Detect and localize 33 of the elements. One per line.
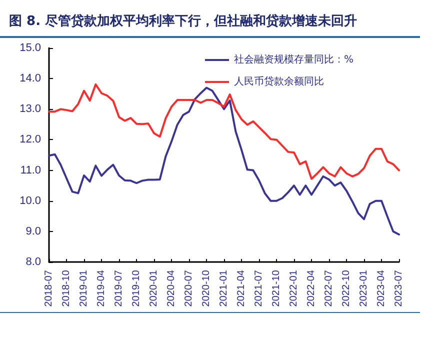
y-tick-label: 9.0	[26, 225, 41, 238]
x-tick-label: 2018-07	[44, 270, 54, 307]
x-tick-label: 2023-01	[358, 270, 370, 307]
x-tick-label: 2018-10	[61, 270, 72, 307]
y-tick-label: 13.0	[20, 103, 41, 116]
y-tick-label: 11.0	[20, 164, 41, 176]
x-tick-label: 2022-07	[324, 270, 334, 307]
x-tick-label: 2023-04	[376, 270, 387, 307]
line-series	[48, 86, 400, 236]
x-tick-label: 2019-04	[96, 270, 107, 307]
x-tick-label: 2021-10	[271, 270, 282, 307]
x-tick-label: 2021-01	[218, 270, 230, 307]
x-tick-label: 2021-04	[236, 270, 247, 307]
x-tick-label: 2022-10	[341, 270, 352, 307]
x-tick-label: 2019-01	[78, 270, 90, 307]
chart-title: 图 8. 尽管贷款加权平均利率下行，但社融和贷款增速未回升	[9, 13, 358, 29]
x-tick-label: 2020-10	[201, 270, 212, 307]
x-tick-label: 2023-07	[394, 270, 404, 307]
x-tick-label: 2020-01	[148, 270, 160, 307]
x-tick-label: 2020-07	[184, 270, 194, 307]
legend-label: 社会融资规模存量同比：%	[234, 54, 354, 66]
y-tick-label: 14.0	[20, 72, 41, 85]
x-tick-label: 2020-04	[166, 270, 177, 307]
x-tick-label: 2019-07	[114, 270, 124, 307]
x-tick-label: 2021-07	[254, 270, 264, 307]
y-tick-label: 15.0	[20, 42, 41, 54]
x-tick-label: 2022-04	[306, 270, 317, 307]
y-tick-label: 10.0	[20, 194, 41, 207]
y-tick-label: 12.0	[20, 134, 41, 146]
x-tick-label: 2022-01	[288, 270, 300, 307]
x-tick-label: 2019-10	[131, 270, 142, 307]
y-tick-label: 8.0	[26, 256, 41, 268]
legend-label: 人民币贷款余额同比	[234, 76, 324, 88]
